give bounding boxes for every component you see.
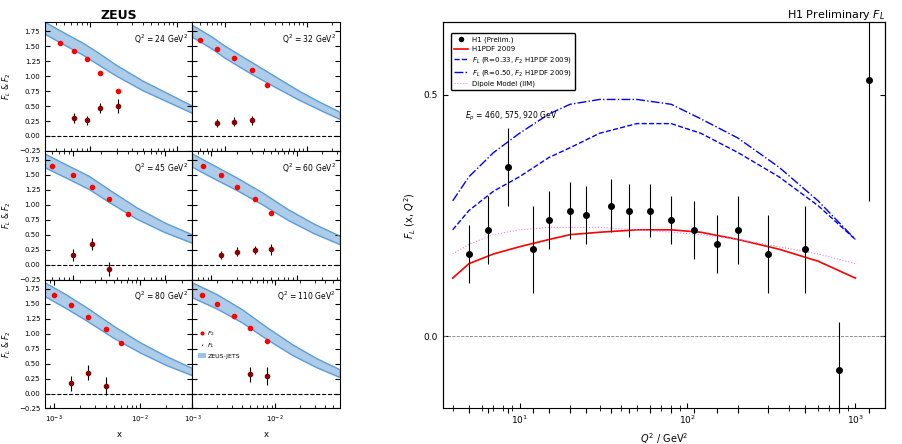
Dipole Model (IIM) xyxy=(732,237,742,242)
Dipole Model (IIM) xyxy=(564,225,575,230)
$F_L$ (R=0.33, $F_2$ H1PDF 2009) xyxy=(630,121,641,126)
$F_L$ (R=0.33, $F_2$ H1PDF 2009) xyxy=(732,150,742,155)
$F_L$ (R=0.33, $F_2$ H1PDF 2009) xyxy=(463,208,474,213)
$F_L$ (R=0.33, $F_2$ H1PDF 2009) xyxy=(543,155,554,160)
$F_L$ (R=0.50, $F_2$ H1PDF 2009) xyxy=(594,97,604,102)
Text: H1 Preliminary $F_L$: H1 Preliminary $F_L$ xyxy=(786,8,884,22)
$F_L$ (R=0.50, $F_2$ H1PDF 2009) xyxy=(849,237,860,242)
Dipole Model (IIM) xyxy=(695,232,705,238)
$F_L$ (R=0.50, $F_2$ H1PDF 2009) xyxy=(543,111,554,117)
X-axis label: x: x xyxy=(263,430,269,439)
Dipole Model (IIM) xyxy=(488,232,499,238)
Legend: H1 (Prelim.), H1PDF 2009, $F_L$ (R=0.33, $F_2$ H1PDF 2009), $F_L$ (R=0.50, $F_2$: H1 (Prelim.), H1PDF 2009, $F_L$ (R=0.33,… xyxy=(450,33,575,91)
H1PDF 2009 xyxy=(463,261,474,266)
Legend: $F_2$, $F_L$, ZEUS-JETS: $F_2$, $F_L$, ZEUS-JETS xyxy=(196,327,243,361)
Dipole Model (IIM) xyxy=(463,242,474,247)
$F_L$ (R=0.50, $F_2$ H1PDF 2009) xyxy=(665,102,676,107)
Dipole Model (IIM) xyxy=(630,227,641,233)
$F_L$ (R=0.33, $F_2$ H1PDF 2009) xyxy=(513,174,524,179)
$F_L$ (R=0.33, $F_2$ H1PDF 2009) xyxy=(594,131,604,136)
Dipole Model (IIM) xyxy=(513,227,524,233)
Text: Q$^2$ = 45 GeV$^2$: Q$^2$ = 45 GeV$^2$ xyxy=(134,161,188,174)
H1PDF 2009 xyxy=(812,258,823,264)
Dipole Model (IIM) xyxy=(543,225,554,230)
H1PDF 2009 xyxy=(543,237,554,242)
H1PDF 2009 xyxy=(732,237,742,242)
Dipole Model (IIM) xyxy=(772,244,783,250)
Y-axis label: $F_L$ (x, $Q^2$): $F_L$ (x, $Q^2$) xyxy=(402,192,418,238)
H1PDF 2009 xyxy=(564,232,575,238)
$F_L$ (R=0.33, $F_2$ H1PDF 2009) xyxy=(812,203,823,208)
$F_L$ (R=0.50, $F_2$ H1PDF 2009) xyxy=(772,164,783,170)
Line: Dipole Model (IIM): Dipole Model (IIM) xyxy=(452,227,854,264)
$F_L$ (R=0.33, $F_2$ H1PDF 2009) xyxy=(488,189,499,194)
$F_L$ (R=0.50, $F_2$ H1PDF 2009) xyxy=(695,116,705,122)
$F_L$ (R=0.50, $F_2$ H1PDF 2009) xyxy=(630,97,641,102)
H1PDF 2009 xyxy=(594,230,604,235)
H1PDF 2009 xyxy=(849,275,860,281)
Title: ZEUS: ZEUS xyxy=(100,9,137,22)
Line: H1PDF 2009: H1PDF 2009 xyxy=(452,230,854,278)
$F_L$ (R=0.50, $F_2$ H1PDF 2009) xyxy=(812,198,823,203)
H1PDF 2009 xyxy=(630,227,641,233)
H1PDF 2009 xyxy=(772,246,783,252)
H1PDF 2009 xyxy=(488,251,499,257)
Text: Q$^2$ = 32 GeV$^2$: Q$^2$ = 32 GeV$^2$ xyxy=(281,32,335,46)
Y-axis label: $F_L$ & $F_2$: $F_L$ & $F_2$ xyxy=(1,330,14,358)
Text: $E_p$ = 460, 575, 920 GeV: $E_p$ = 460, 575, 920 GeV xyxy=(465,110,557,123)
$F_L$ (R=0.33, $F_2$ H1PDF 2009) xyxy=(665,121,676,126)
Text: Q$^2$ = 110 GeV$^2$: Q$^2$ = 110 GeV$^2$ xyxy=(276,290,335,303)
Line: $F_L$ (R=0.33, $F_2$ H1PDF 2009): $F_L$ (R=0.33, $F_2$ H1PDF 2009) xyxy=(452,123,854,239)
H1PDF 2009 xyxy=(513,244,524,250)
X-axis label: $Q^2$ / GeV$^2$: $Q^2$ / GeV$^2$ xyxy=(639,431,687,444)
Text: Q$^2$ = 24 GeV$^2$: Q$^2$ = 24 GeV$^2$ xyxy=(134,32,188,46)
$F_L$ (R=0.33, $F_2$ H1PDF 2009) xyxy=(695,131,705,136)
Dipole Model (IIM) xyxy=(446,251,457,257)
H1PDF 2009 xyxy=(446,275,457,281)
Text: Q$^2$ = 60 GeV$^2$: Q$^2$ = 60 GeV$^2$ xyxy=(281,161,335,174)
$F_L$ (R=0.50, $F_2$ H1PDF 2009) xyxy=(732,135,742,141)
Y-axis label: $F_L$ & $F_2$: $F_L$ & $F_2$ xyxy=(1,202,14,229)
$F_L$ (R=0.50, $F_2$ H1PDF 2009) xyxy=(513,131,524,136)
$F_L$ (R=0.33, $F_2$ H1PDF 2009) xyxy=(564,145,575,151)
Line: $F_L$ (R=0.50, $F_2$ H1PDF 2009): $F_L$ (R=0.50, $F_2$ H1PDF 2009) xyxy=(452,99,854,239)
$F_L$ (R=0.33, $F_2$ H1PDF 2009) xyxy=(849,237,860,242)
Dipole Model (IIM) xyxy=(849,261,860,266)
Dipole Model (IIM) xyxy=(812,251,823,257)
$F_L$ (R=0.50, $F_2$ H1PDF 2009) xyxy=(488,150,499,155)
Text: Q$^2$ = 80 GeV$^2$: Q$^2$ = 80 GeV$^2$ xyxy=(134,290,188,303)
Dipole Model (IIM) xyxy=(665,230,676,235)
$F_L$ (R=0.50, $F_2$ H1PDF 2009) xyxy=(463,174,474,179)
$F_L$ (R=0.50, $F_2$ H1PDF 2009) xyxy=(564,102,575,107)
$F_L$ (R=0.50, $F_2$ H1PDF 2009) xyxy=(446,198,457,203)
H1PDF 2009 xyxy=(695,230,705,235)
$F_L$ (R=0.33, $F_2$ H1PDF 2009) xyxy=(446,227,457,233)
H1PDF 2009 xyxy=(665,227,676,233)
Y-axis label: $F_L$ & $F_2$: $F_L$ & $F_2$ xyxy=(1,73,14,100)
Dipole Model (IIM) xyxy=(594,225,604,230)
$F_L$ (R=0.33, $F_2$ H1PDF 2009) xyxy=(772,174,783,179)
X-axis label: x: x xyxy=(116,430,121,439)
